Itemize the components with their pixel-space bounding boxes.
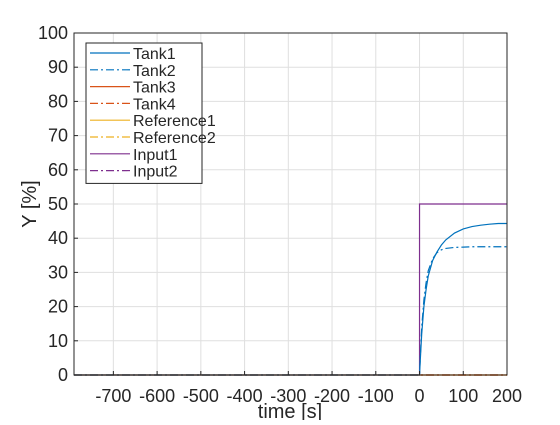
legend-entry-tank1: Tank1 bbox=[133, 46, 176, 63]
x-tick-label: -100 bbox=[358, 386, 394, 406]
x-tick-label: -200 bbox=[314, 386, 350, 406]
x-tick-label: 0 bbox=[415, 386, 425, 406]
legend-entry-input2: Input2 bbox=[133, 164, 178, 181]
legend-box bbox=[85, 42, 203, 184]
legend-entry-reference2: Reference2 bbox=[133, 130, 216, 147]
y-axis-label: Y [%] bbox=[19, 180, 41, 227]
x-tick-label: -500 bbox=[183, 386, 219, 406]
y-tick-label: 30 bbox=[48, 262, 68, 282]
legend-entry-reference1: Reference1 bbox=[133, 113, 216, 130]
y-tick-label: 90 bbox=[48, 57, 68, 77]
x-axis-label: time [s] bbox=[258, 401, 322, 420]
y-tick-label: 10 bbox=[48, 331, 68, 351]
x-tick-label: -600 bbox=[139, 386, 175, 406]
y-tick-label: 40 bbox=[48, 228, 68, 248]
y-tick-label: 80 bbox=[48, 91, 68, 111]
x-tick-label: 200 bbox=[492, 386, 522, 406]
legend: Tank1Tank2Tank3Tank4Reference1Reference2… bbox=[85, 42, 216, 184]
legend-entry-tank3: Tank3 bbox=[133, 80, 176, 97]
y-tick-label: 0 bbox=[58, 365, 68, 385]
y-tick-label: 50 bbox=[48, 194, 68, 214]
legend-entry-tank4: Tank4 bbox=[133, 96, 176, 113]
x-tick-label: -400 bbox=[227, 386, 263, 406]
y-tick-label: 100 bbox=[38, 23, 68, 43]
y-tick-label: 20 bbox=[48, 297, 68, 317]
series-line-tank1 bbox=[74, 222, 507, 376]
y-tick-label: 70 bbox=[48, 126, 68, 146]
x-tick-label: -300 bbox=[270, 386, 306, 406]
legend-entry-input1: Input1 bbox=[133, 147, 178, 164]
x-tick-label: -700 bbox=[95, 386, 131, 406]
legend-entry-tank2: Tank2 bbox=[133, 63, 176, 80]
x-tick-label: 100 bbox=[448, 386, 478, 406]
y-tick-label: 60 bbox=[48, 160, 68, 180]
axis-ticks: -700 -600 -500 -400 -300 -200 -100 0 100 200 0 10 20… bbox=[38, 23, 522, 406]
